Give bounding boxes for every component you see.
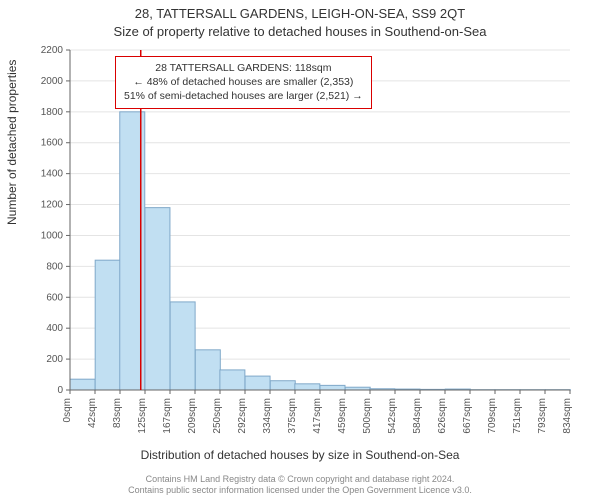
svg-text:209sqm: 209sqm: [187, 398, 198, 434]
annotation-line3: 51% of semi-detached houses are larger (…: [124, 89, 363, 103]
svg-text:600: 600: [46, 292, 63, 303]
svg-text:0sqm: 0sqm: [62, 398, 73, 422]
svg-text:667sqm: 667sqm: [462, 398, 473, 434]
svg-text:417sqm: 417sqm: [312, 398, 323, 434]
svg-text:1200: 1200: [41, 200, 64, 211]
svg-text:167sqm: 167sqm: [162, 398, 173, 434]
svg-text:800: 800: [46, 261, 63, 272]
svg-text:834sqm: 834sqm: [562, 398, 573, 434]
annotation-line2: ← 48% of detached houses are smaller (2,…: [124, 75, 363, 89]
svg-text:1800: 1800: [41, 107, 64, 118]
svg-text:709sqm: 709sqm: [487, 398, 498, 434]
svg-text:400: 400: [46, 323, 63, 334]
y-axis-label: Number of detached properties: [5, 60, 19, 225]
footer-line1: Contains HM Land Registry data © Crown c…: [0, 474, 600, 485]
chart-container: 28, TATTERSALL GARDENS, LEIGH-ON-SEA, SS…: [0, 0, 600, 500]
svg-text:1600: 1600: [41, 138, 64, 149]
svg-text:1400: 1400: [41, 169, 64, 180]
svg-text:626sqm: 626sqm: [437, 398, 448, 434]
svg-text:2000: 2000: [41, 76, 64, 87]
svg-text:375sqm: 375sqm: [287, 398, 298, 434]
svg-text:334sqm: 334sqm: [262, 398, 273, 434]
svg-text:2200: 2200: [41, 45, 64, 56]
svg-text:42sqm: 42sqm: [87, 398, 98, 428]
svg-text:459sqm: 459sqm: [337, 398, 348, 434]
title-subtitle: Size of property relative to detached ho…: [0, 24, 600, 39]
svg-text:250sqm: 250sqm: [212, 398, 223, 434]
annotation-line1: 28 TATTERSALL GARDENS: 118sqm: [124, 61, 363, 75]
svg-text:584sqm: 584sqm: [412, 398, 423, 434]
svg-text:125sqm: 125sqm: [137, 398, 148, 434]
x-axis-label: Distribution of detached houses by size …: [0, 448, 600, 462]
svg-text:200: 200: [46, 354, 63, 365]
svg-text:1000: 1000: [41, 230, 64, 241]
svg-text:83sqm: 83sqm: [112, 398, 123, 428]
footer-line2: Contains public sector information licen…: [0, 485, 600, 496]
marker-annotation-box: 28 TATTERSALL GARDENS: 118sqm ← 48% of d…: [115, 56, 372, 109]
svg-text:751sqm: 751sqm: [512, 398, 523, 434]
svg-text:500sqm: 500sqm: [362, 398, 373, 434]
svg-text:793sqm: 793sqm: [537, 398, 548, 434]
title-address: 28, TATTERSALL GARDENS, LEIGH-ON-SEA, SS…: [0, 6, 600, 21]
svg-text:292sqm: 292sqm: [237, 398, 248, 434]
histogram-svg: 0200400600800100012001400160018002000220…: [70, 50, 580, 450]
svg-text:542sqm: 542sqm: [387, 398, 398, 434]
svg-text:0: 0: [57, 385, 63, 396]
footer-attribution: Contains HM Land Registry data © Crown c…: [0, 474, 600, 496]
